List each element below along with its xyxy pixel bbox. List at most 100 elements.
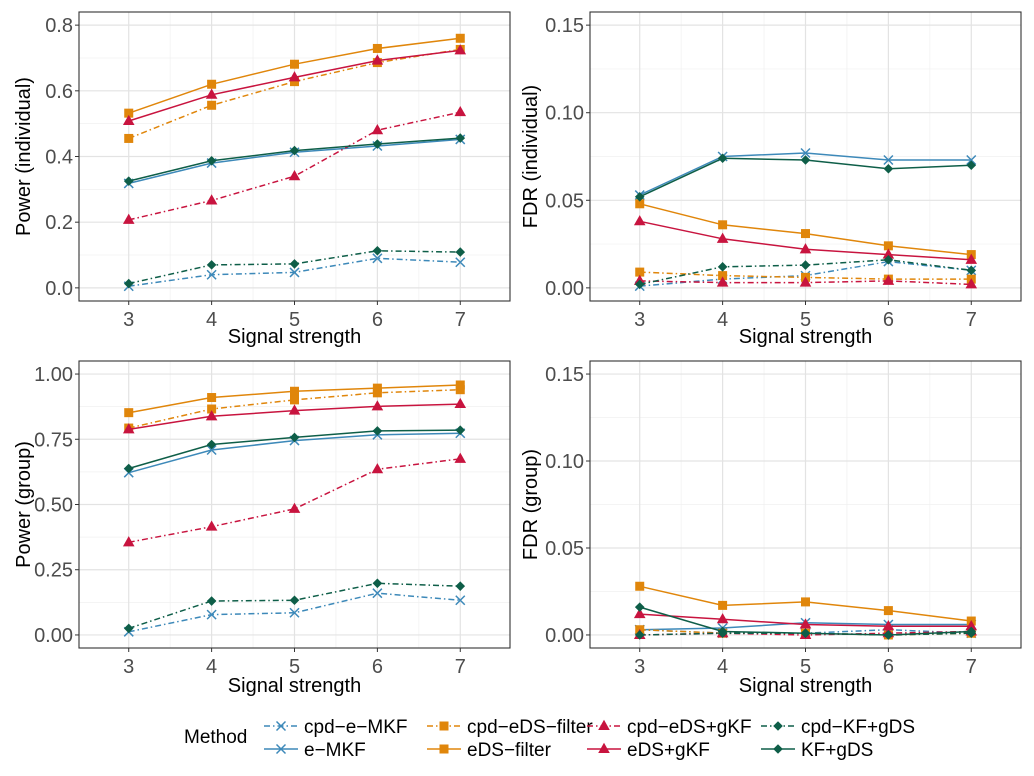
data-point: [372, 139, 383, 149]
series-eDS+gKF: [633, 215, 978, 264]
data-point: [207, 393, 217, 403]
x-axis-title: Signal strength: [228, 675, 361, 697]
data-point: [372, 245, 383, 256]
data-point: [634, 630, 645, 640]
series-line: [128, 458, 461, 544]
data-point: [635, 581, 645, 591]
legend-item-cpd-eDS+gKF: cpd−eDS+gKF: [587, 717, 752, 738]
data-point: [883, 255, 894, 265]
series-eDS-filter: [124, 33, 465, 118]
data-point: [966, 626, 977, 637]
series-KF+gDS: [123, 425, 466, 474]
data-point: [289, 145, 300, 156]
legend-item-e-MKF: e−MKF: [264, 740, 366, 761]
data-point: [717, 626, 728, 637]
data-point: [289, 432, 300, 443]
data-point: [882, 248, 895, 259]
data-point: [123, 463, 134, 474]
x-tick-label: 3: [634, 656, 645, 678]
data-point: [372, 43, 382, 53]
data-point: [455, 385, 465, 395]
data-point: [206, 609, 217, 620]
data-point: [801, 229, 810, 239]
legend-key-marker: [598, 742, 610, 753]
data-point: [455, 380, 465, 390]
data-point: [207, 79, 217, 89]
data-point: [371, 463, 384, 474]
legend-title: Method: [184, 727, 247, 748]
y-tick-label: 0.05: [545, 538, 584, 560]
x-tick-label: 5: [289, 309, 300, 331]
legend-item-cpd-KF+gDS: cpd−KF+gDS: [761, 717, 915, 738]
legend-label: cpd−eDS−filter: [467, 717, 593, 738]
data-point: [206, 596, 217, 606]
data-point: [122, 536, 135, 547]
legend-label: eDS−filter: [467, 740, 552, 761]
panel-power-group: 0.00 0.25 0.50 0.75 1.00 3 4 5 6 7 Signal strength…: [13, 360, 511, 697]
data-point: [966, 160, 977, 171]
data-point: [123, 623, 134, 634]
data-point: [289, 259, 300, 269]
data-point: [717, 262, 728, 272]
data-point: [455, 595, 466, 606]
x-tick-label: 6: [883, 309, 894, 331]
x-tick-label: 7: [966, 656, 977, 678]
data-point: [207, 404, 217, 414]
x-tick-label: 7: [455, 656, 466, 678]
y-tick-label: 0.00: [34, 625, 73, 647]
data-point: [800, 260, 811, 270]
x-axis-title: Signal strength: [228, 326, 361, 348]
x-tick-label: 3: [123, 656, 134, 678]
data-point: [718, 220, 728, 230]
data-point: [455, 425, 466, 435]
data-point: [206, 260, 217, 270]
data-point: [716, 232, 729, 243]
legend-label: cpd−e−MKF: [304, 717, 408, 738]
data-point: [290, 395, 299, 405]
data-point: [454, 105, 467, 117]
data-point: [289, 267, 300, 278]
data-point: [290, 386, 299, 396]
x-tick-label: 5: [800, 656, 811, 678]
data-point: [455, 257, 466, 268]
series-cpd-KF+gDS: [123, 578, 466, 634]
series-cpd-KF+gDS: [123, 245, 466, 289]
data-point: [883, 630, 894, 640]
panel-fdr-group: 0.00 0.05 0.10 0.15 3 4 5 6 7 Signal strength FDR …: [520, 360, 1022, 697]
data-point: [288, 71, 301, 82]
panel-fdr-individual: 0.00 0.05 0.10 0.15 3 4 5 6 7 Signal strength FDR …: [520, 11, 1022, 348]
y-tick-label: 0.4: [45, 147, 73, 169]
data-point: [801, 597, 810, 607]
x-tick-label: 7: [966, 309, 977, 331]
data-point: [372, 383, 382, 393]
data-point: [634, 602, 645, 612]
data-point: [633, 215, 646, 226]
data-point: [124, 408, 134, 418]
y-tick-label: 0.05: [545, 190, 584, 212]
data-point: [635, 199, 645, 209]
data-point: [965, 620, 978, 631]
legend-key-marker: [275, 720, 287, 732]
data-point: [290, 77, 299, 87]
data-point: [634, 191, 645, 202]
y-tick-label: 0.50: [34, 495, 73, 517]
data-point: [371, 124, 384, 135]
y-axis-title: Power (individual): [13, 77, 35, 236]
data-point: [454, 44, 467, 55]
y-tick-label: 1.00: [34, 364, 73, 386]
data-point: [372, 578, 383, 589]
data-point: [799, 243, 812, 254]
series-line: [128, 48, 461, 140]
y-tick-label: 0.8: [45, 15, 73, 37]
y-tick-label: 0.15: [545, 15, 584, 37]
legend-item-cpd-eDS-filter: cpd−eDS−filter: [427, 717, 593, 738]
data-point: [288, 170, 301, 181]
y-tick-label: 0.75: [34, 429, 73, 451]
data-point: [633, 607, 646, 619]
x-tick-label: 3: [123, 309, 134, 331]
data-point: [965, 253, 978, 264]
data-point: [718, 271, 728, 281]
legend: Method cpd−e−MKF cpd−eDS−filter cpd−eDS+gK…: [184, 717, 915, 761]
data-point: [206, 444, 217, 456]
data-point: [454, 452, 467, 463]
